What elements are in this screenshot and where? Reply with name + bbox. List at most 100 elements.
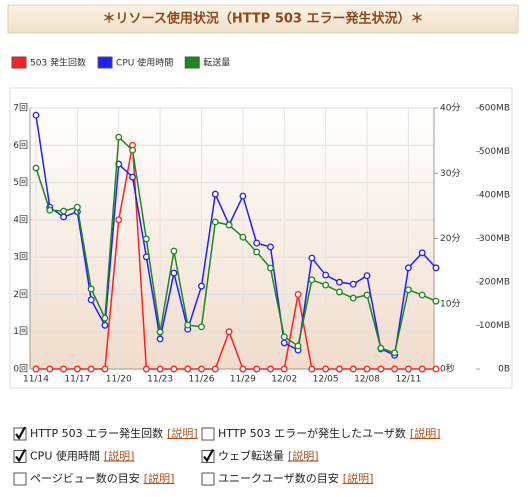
x-tick-label: 12/08 xyxy=(354,375,380,385)
point xyxy=(87,365,95,373)
point xyxy=(280,339,288,347)
point xyxy=(349,280,357,288)
option-label: HTTP 503 エラー発生回数 xyxy=(30,426,163,440)
help-link[interactable]: [説明] xyxy=(144,471,175,485)
point xyxy=(156,328,164,336)
checkbox[interactable] xyxy=(201,472,215,486)
point xyxy=(211,365,219,373)
y-tick-label: 4回 xyxy=(13,214,28,225)
point xyxy=(391,349,399,357)
point xyxy=(335,278,343,286)
checkmark xyxy=(15,426,26,441)
point xyxy=(391,365,399,373)
point xyxy=(101,314,109,322)
point xyxy=(46,365,54,373)
help-link[interactable]: [説明] xyxy=(288,449,319,463)
y-tick-label: 1回 xyxy=(13,326,28,337)
point xyxy=(253,248,261,256)
point xyxy=(363,291,371,299)
point xyxy=(115,216,123,224)
y-tick-label: 6回 xyxy=(13,140,28,151)
legend-label: 転送量 xyxy=(203,57,230,69)
y3-tick-label: 400MB xyxy=(479,191,510,201)
point xyxy=(349,365,357,373)
y-tick-label: 3回 xyxy=(13,252,28,263)
y-tick-label: 2回 xyxy=(13,289,28,300)
help-link[interactable]: [説明] xyxy=(104,449,135,463)
checkmark xyxy=(203,448,214,463)
help-link[interactable]: [説明] xyxy=(410,426,441,440)
series-line xyxy=(35,115,437,357)
point xyxy=(60,207,68,215)
point xyxy=(198,282,205,290)
title-bar xyxy=(7,4,519,34)
point xyxy=(418,365,426,373)
point xyxy=(60,213,68,221)
x-tick-label: 12/02 xyxy=(271,375,297,385)
point xyxy=(170,365,178,373)
point xyxy=(60,365,68,373)
point xyxy=(32,111,40,119)
point xyxy=(101,321,109,329)
point xyxy=(294,290,302,298)
point xyxy=(432,365,440,373)
point xyxy=(101,365,109,373)
legend-swatch xyxy=(97,56,113,69)
x-tick-label: 11/20 xyxy=(106,375,132,385)
point xyxy=(170,269,178,277)
point xyxy=(184,365,192,373)
point xyxy=(267,243,274,251)
help-link[interactable]: [説明] xyxy=(167,426,198,440)
legend-label: CPU 使用時間 xyxy=(116,57,173,69)
point xyxy=(32,164,40,172)
point xyxy=(404,365,412,373)
point xyxy=(239,192,247,200)
y3-tick-label: 600MB xyxy=(479,104,510,114)
point xyxy=(418,249,426,257)
y-tick-label: 5回 xyxy=(13,177,28,188)
point xyxy=(46,206,54,214)
point xyxy=(322,271,330,279)
point xyxy=(253,239,261,247)
legend-swatch xyxy=(11,56,27,69)
point xyxy=(308,276,316,284)
point xyxy=(142,235,150,243)
point xyxy=(198,365,205,373)
point xyxy=(156,335,164,343)
point xyxy=(363,365,371,373)
y2-tick-label: 40分 xyxy=(440,103,460,114)
point xyxy=(170,247,178,255)
point xyxy=(349,294,357,302)
point xyxy=(129,173,137,181)
option-label: ウェブ転送量 xyxy=(218,449,284,463)
x-tick-label: 11/17 xyxy=(64,375,90,385)
point xyxy=(73,203,81,211)
point xyxy=(129,146,137,154)
y3-tick-label: 200MB xyxy=(479,278,510,288)
point xyxy=(404,286,412,294)
point xyxy=(156,365,164,373)
option-label: CPU 使用時間 xyxy=(30,450,100,463)
point xyxy=(73,365,81,373)
x-tick-label: 12/11 xyxy=(395,375,421,385)
point xyxy=(322,281,330,289)
point xyxy=(404,264,412,272)
help-link[interactable]: [説明] xyxy=(343,471,374,485)
point xyxy=(142,365,150,373)
y2-tick-label: 30分 xyxy=(440,168,460,179)
option-label: ユニークユーザ数の目安 xyxy=(218,471,339,485)
point xyxy=(87,285,95,293)
point xyxy=(377,344,385,352)
point xyxy=(335,288,343,296)
checkbox[interactable] xyxy=(201,427,215,441)
checkmark xyxy=(15,448,26,463)
legend-label: 503 発生回数 xyxy=(30,57,86,69)
x-tick-label: 11/23 xyxy=(147,375,173,385)
y-tick-label: 7回 xyxy=(13,103,28,114)
y3-tick-label: 0B xyxy=(498,365,510,375)
y2-tick-label: 20分 xyxy=(440,233,460,244)
legend-swatch xyxy=(184,56,200,69)
checkbox[interactable] xyxy=(13,472,27,486)
point xyxy=(211,190,219,198)
